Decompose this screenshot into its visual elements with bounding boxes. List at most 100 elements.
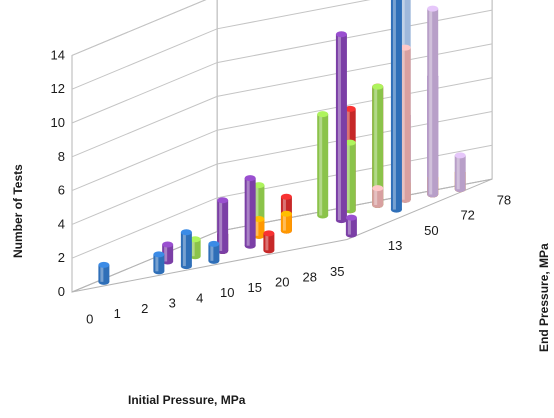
bar-highlight (429, 8, 433, 195)
bar-base (162, 258, 174, 265)
bar-body (399, 47, 411, 200)
x-tick-label: 10 (220, 285, 234, 300)
bar-top (98, 261, 110, 268)
bar (317, 111, 329, 219)
bar-top (244, 175, 256, 182)
bar-base (372, 201, 384, 208)
bar-body (180, 232, 192, 267)
bar-body (253, 185, 265, 236)
bar (390, 0, 402, 213)
y-tick-label: 50 (424, 223, 438, 238)
bar-top (162, 241, 174, 248)
bar-highlight (392, 0, 396, 210)
y-tick-labels: 13 50 72 78 (388, 193, 511, 253)
bars (98, 0, 466, 285)
z-tick-label: 12 (51, 81, 65, 96)
bar (335, 31, 347, 224)
z-tick-label: 4 (58, 216, 65, 231)
y-tick-label: 13 (388, 238, 402, 253)
x-tick-label: 1 (114, 306, 121, 321)
bar-highlight (401, 47, 405, 200)
z-tick-label: 6 (58, 183, 65, 198)
bar-highlight (374, 86, 378, 205)
bar-highlight (282, 213, 286, 231)
bar (345, 214, 357, 238)
bar-base (98, 278, 110, 285)
bar-highlight (255, 218, 259, 236)
bar (253, 215, 265, 239)
x-tick-label: 35 (330, 264, 344, 279)
bar (399, 44, 411, 203)
bar (263, 230, 275, 254)
bar-body (335, 34, 347, 221)
bar-top (263, 230, 275, 237)
bar-body (280, 213, 292, 231)
bar-base (208, 257, 220, 264)
bar-highlight (191, 239, 195, 257)
bar-highlight (219, 200, 223, 251)
bar-highlight (456, 155, 460, 190)
bar (280, 210, 292, 234)
bar-body (454, 155, 466, 190)
bar-body (189, 239, 201, 257)
bar (217, 197, 229, 254)
bar-top (317, 111, 329, 118)
bar-top (345, 214, 357, 221)
bar (162, 241, 174, 265)
bar-highlight (265, 233, 269, 251)
bar-base (399, 196, 411, 203)
bar-top (189, 236, 201, 243)
bar-top (208, 240, 220, 247)
bar-body (427, 8, 439, 195)
bar-base (317, 212, 329, 219)
x-tick-label: 4 (196, 290, 203, 305)
bar-base (427, 191, 439, 198)
bar-top (153, 251, 165, 258)
bar-body (345, 217, 357, 235)
bar-base (253, 232, 265, 239)
bar-body (244, 178, 256, 246)
bar-top (344, 139, 356, 146)
x-tick-label: 0 (86, 311, 93, 326)
bar-body (390, 0, 402, 210)
bar-body (153, 254, 165, 272)
bar-highlight (100, 264, 104, 282)
bar-top (454, 152, 466, 159)
bar (153, 251, 165, 275)
bar-highlight (374, 188, 378, 205)
bar-top (180, 229, 192, 236)
z-axis-label: Number of Tests (11, 164, 25, 258)
bar-highlight (210, 243, 214, 261)
z-tick-label: 10 (51, 115, 65, 130)
bar (244, 175, 256, 249)
bar-highlight (346, 142, 350, 211)
y-axis-label: End Pressure, MPa (537, 243, 551, 352)
bar-top (344, 105, 356, 112)
bar-top (372, 185, 384, 192)
bar-highlight (337, 34, 341, 221)
bar-highlight (246, 178, 250, 246)
bar-top (372, 83, 384, 90)
bar-base (344, 207, 356, 214)
bar-highlight (155, 254, 159, 272)
bar-body (317, 114, 329, 216)
bar-highlight (255, 185, 259, 236)
bar-top (253, 215, 265, 222)
bar (98, 261, 110, 285)
bar-base (335, 217, 347, 224)
bar-top (280, 210, 292, 217)
bar (454, 152, 466, 193)
bar-base (180, 263, 192, 270)
z-tick-label: 8 (58, 149, 65, 164)
gridline (71, 0, 207, 56)
bar-base (153, 268, 165, 275)
bar-top (427, 5, 439, 12)
bar-base (345, 231, 357, 238)
bar (427, 5, 439, 198)
z-tick-label: 2 (58, 250, 65, 265)
bar-top (217, 197, 229, 204)
z-tick-label: 0 (58, 284, 65, 299)
bar-base (244, 242, 256, 249)
x-tick-label: 3 (169, 296, 176, 311)
